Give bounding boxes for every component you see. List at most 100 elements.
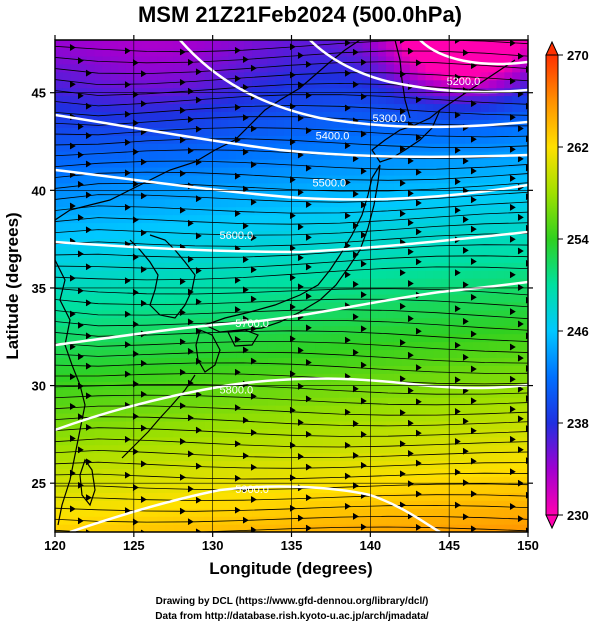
field-cell xyxy=(378,444,387,454)
field-cell xyxy=(441,127,450,136)
field-cell xyxy=(323,412,332,422)
field-cell xyxy=(189,55,198,65)
field-cell xyxy=(181,476,190,485)
field-cell xyxy=(496,357,505,366)
field-cell xyxy=(338,508,348,517)
field-cell xyxy=(504,55,513,65)
field-cell xyxy=(457,278,466,287)
field-cell xyxy=(378,349,387,359)
field-cell xyxy=(189,174,198,184)
field-cell xyxy=(228,174,237,184)
field-cell xyxy=(520,174,528,184)
field-cell xyxy=(520,428,528,438)
field-cell xyxy=(228,159,237,168)
field-cell xyxy=(141,436,151,446)
field-cell xyxy=(70,230,80,239)
field-cell xyxy=(449,135,458,144)
field-cell xyxy=(464,508,474,517)
field-cell xyxy=(157,301,166,311)
field-cell xyxy=(338,222,348,232)
field-cell xyxy=(244,103,253,113)
field-cell xyxy=(464,63,474,73)
field-cell xyxy=(472,182,482,192)
field-cell xyxy=(472,47,482,57)
field-cell xyxy=(299,87,308,97)
field-cell xyxy=(212,412,222,422)
field-cell xyxy=(330,262,340,271)
field-cell xyxy=(299,166,308,176)
field-cell xyxy=(196,286,206,295)
field-cell xyxy=(472,460,482,470)
field-cell xyxy=(86,468,96,478)
field-cell xyxy=(189,135,198,144)
field-cell xyxy=(157,309,166,319)
field-cell xyxy=(520,40,528,49)
field-cell xyxy=(464,270,474,279)
field-cell xyxy=(299,357,308,366)
field-cell xyxy=(346,333,356,343)
field-cell xyxy=(441,349,450,359)
field-cell xyxy=(441,301,450,311)
field-cell xyxy=(267,63,277,73)
field-cell xyxy=(275,484,285,493)
field-cell xyxy=(354,174,364,184)
field-cell xyxy=(70,405,80,414)
colorbar-tick-label: 238 xyxy=(567,416,589,431)
field-cell xyxy=(55,87,64,97)
field-cell xyxy=(315,63,324,73)
field-cell xyxy=(212,317,222,327)
field-cell xyxy=(291,373,300,382)
field-cell xyxy=(157,428,166,438)
field-cell xyxy=(204,286,214,295)
streamline-arrow xyxy=(399,501,406,509)
field-cell xyxy=(323,428,332,438)
field-cell xyxy=(204,198,214,208)
field-cell xyxy=(165,55,174,65)
field-cell xyxy=(480,373,490,382)
field-cell xyxy=(252,40,261,49)
field-cell xyxy=(283,182,293,192)
streamline-arrow xyxy=(399,470,406,478)
field-cell xyxy=(417,484,427,493)
field-cell xyxy=(149,278,159,287)
field-cell xyxy=(512,262,521,271)
field-cell xyxy=(165,198,174,208)
field-cell xyxy=(78,357,88,366)
field-cell xyxy=(220,508,230,517)
field-cell xyxy=(86,127,96,136)
field-cell xyxy=(157,405,166,414)
field-cell xyxy=(55,206,64,216)
field-cell xyxy=(283,222,293,232)
streamline-arrow xyxy=(179,206,186,214)
field-cell xyxy=(472,508,482,517)
field-cell xyxy=(165,397,174,406)
field-cell xyxy=(149,365,159,374)
field-cell xyxy=(149,373,159,382)
field-cell xyxy=(204,357,214,366)
field-cell xyxy=(165,286,174,295)
field-cell xyxy=(141,309,151,319)
streamline-arrow xyxy=(297,52,304,59)
field-cell xyxy=(409,190,419,200)
field-cell xyxy=(220,159,230,168)
field-cell xyxy=(441,452,450,462)
field-cell xyxy=(409,333,419,343)
field-cell xyxy=(259,127,269,136)
field-cell xyxy=(449,420,458,430)
field-cell xyxy=(315,159,324,168)
field-cell xyxy=(330,460,340,470)
field-cell xyxy=(102,103,111,113)
field-cell xyxy=(378,71,387,81)
streamline-arrow xyxy=(509,468,516,476)
field-cell xyxy=(433,476,442,485)
streamline-arrow xyxy=(454,269,461,277)
streamline-arrow xyxy=(454,146,461,154)
field-cell xyxy=(181,79,190,89)
field-cell xyxy=(323,278,332,287)
field-cell xyxy=(181,254,190,263)
field-cell xyxy=(102,143,111,152)
field-cell xyxy=(220,135,230,144)
field-cell xyxy=(315,47,324,57)
field-cell xyxy=(417,325,427,335)
field-cell xyxy=(386,111,395,120)
